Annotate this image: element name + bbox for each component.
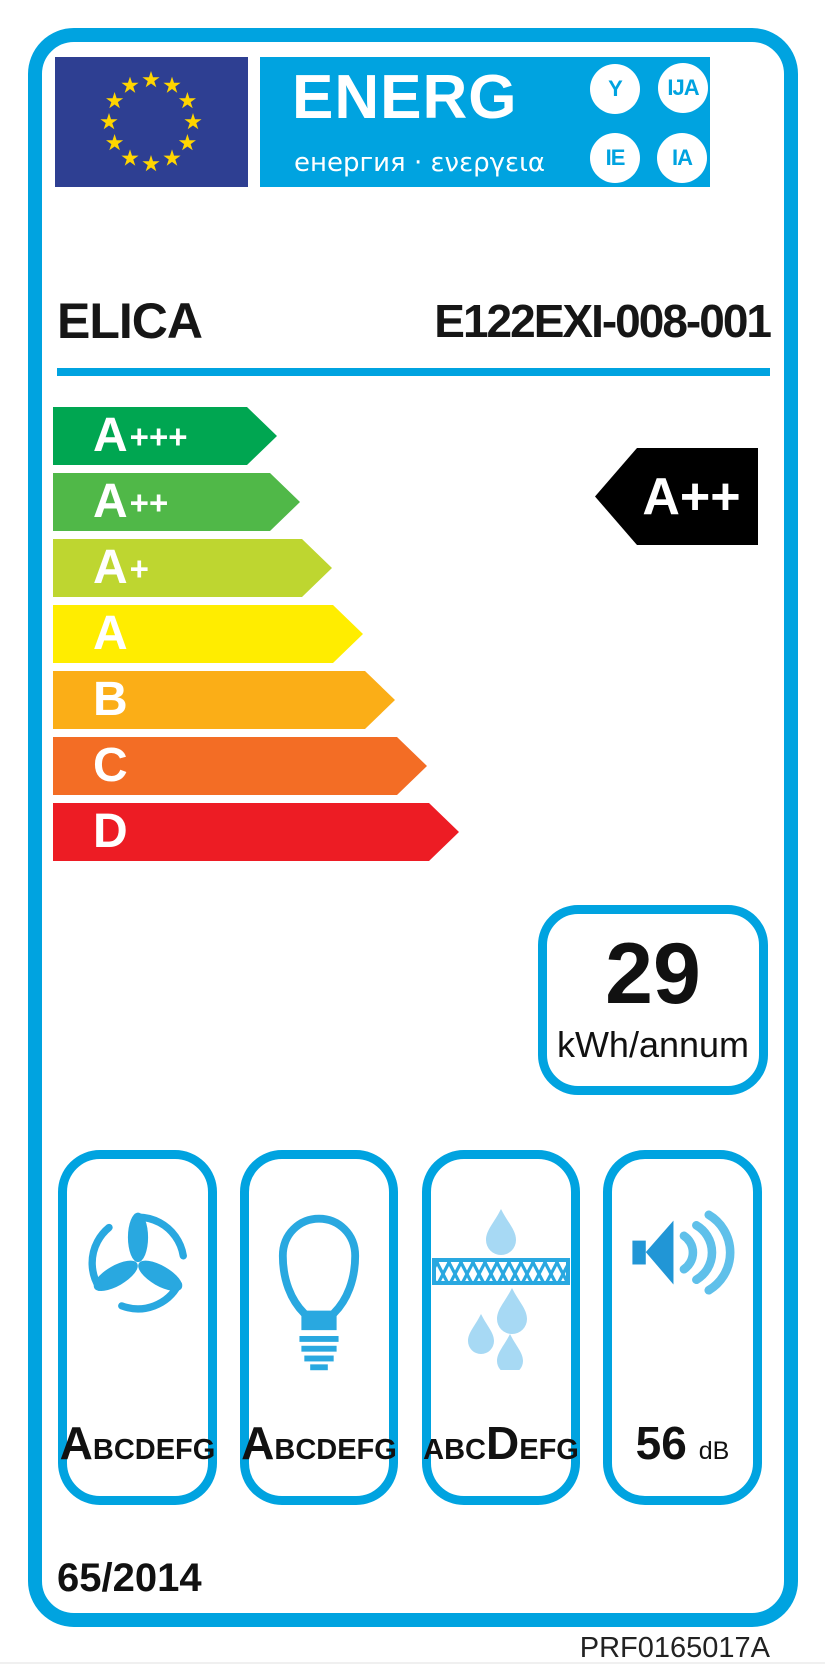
model-number: E122EXI-008-001 (434, 295, 772, 347)
fan-rating-post: BCDEFG (92, 1434, 216, 1466)
class-arrow-C: C (53, 737, 427, 795)
grease-filter-icon (432, 1209, 570, 1370)
class-arrow-letter: A (93, 607, 128, 660)
noise-unit: dB (698, 1437, 730, 1465)
class-arrow-A+++: A +++ (53, 407, 277, 465)
lang-circle-ie: IE (590, 133, 640, 183)
class-arrow-letter: A (93, 541, 128, 594)
speaker-icon (631, 1210, 734, 1295)
eu-flag-icon (55, 57, 248, 187)
grease-rating: ABC D EFG (423, 1417, 579, 1469)
class-arrow-letter: A (93, 475, 128, 528)
class-arrow-list: A +++ A ++ A + A B C D (53, 407, 533, 877)
class-arrow-plus: + (129, 549, 149, 587)
grease-rating-pre: ABC (423, 1434, 486, 1466)
noise-box: 56 dB (603, 1150, 762, 1505)
fan-efficiency-box: A BCDEFG (58, 1150, 217, 1505)
grease-rating-class: D (486, 1417, 520, 1469)
energ-text: ENERG (292, 63, 518, 132)
brand-name: ELICA (57, 293, 203, 349)
energy-value: 29 (605, 926, 701, 1022)
class-arrow-letter: D (93, 805, 128, 858)
fan-rating: A BCDEFG (60, 1420, 216, 1466)
energ-banner: ENERG енергия · ενεργεια Y IJA IE IA (260, 57, 710, 187)
class-arrow-letter: A (93, 409, 128, 462)
fan-rating-class: A (59, 1417, 93, 1469)
lang-circle-ia: IA (657, 133, 707, 183)
lighting-rating: A BCDEFG (241, 1420, 397, 1466)
noise-value: 56 (635, 1417, 687, 1469)
energy-unit: kWh/annum (556, 1024, 750, 1065)
page-hairline (0, 1662, 825, 1664)
lighting-rating-class: A (241, 1417, 275, 1469)
class-arrow-A+: A + (53, 539, 332, 597)
fan-icon (88, 1212, 187, 1313)
grease-rating-post: EFG (519, 1434, 579, 1466)
class-arrow-A: A (53, 605, 363, 663)
divider-rule (57, 368, 770, 376)
class-arrow-plus: +++ (129, 417, 188, 455)
energy-consumption-box: 29 kWh/annum (538, 905, 768, 1095)
lighting-rating-post: BCDEFG (274, 1434, 397, 1466)
energ-subtitle: енергия · ενεργεια (294, 148, 545, 178)
noise-rating: 56 dB (612, 1420, 753, 1466)
label-border (28, 28, 798, 1627)
lighting-efficiency-box: A BCDEFG (240, 1150, 398, 1505)
class-arrow-B: B (53, 671, 395, 729)
lang-circle-y: Y (590, 64, 640, 114)
document-code: PRF0165017A (579, 1632, 770, 1664)
lang-circle-ija: IJA (658, 63, 708, 113)
light-bulb-icon (278, 1214, 360, 1371)
class-arrow-plus: ++ (129, 483, 169, 521)
grease-filter-box: ABC D EFG (422, 1150, 580, 1505)
regulation-number: 65/2014 (57, 1556, 202, 1600)
eu-stars (100, 70, 202, 172)
class-arrow-D: D (53, 803, 459, 861)
current-class-arrow: A++ (595, 448, 758, 545)
class-arrow-letter: B (93, 673, 128, 726)
class-arrow-letter: C (93, 739, 128, 792)
class-arrow-A++: A ++ (53, 473, 300, 531)
